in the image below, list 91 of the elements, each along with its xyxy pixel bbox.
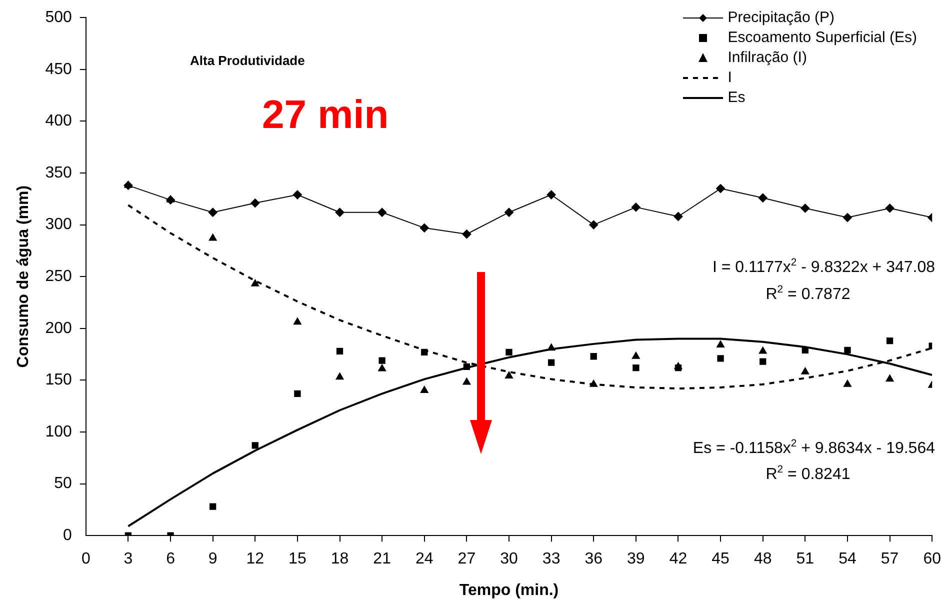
point: [590, 380, 598, 387]
point: [293, 318, 302, 325]
point: [251, 279, 260, 286]
point: [674, 212, 683, 222]
x-tick-label: 24: [415, 550, 434, 568]
point: [800, 204, 810, 213]
point: [546, 190, 556, 200]
point: [760, 358, 766, 365]
point: [420, 386, 428, 394]
point: [292, 190, 302, 200]
x-tick-label: 57: [880, 550, 899, 568]
y-tick-label: 500: [45, 9, 72, 26]
legend-label: I: [728, 68, 732, 88]
point: [505, 372, 513, 379]
x-tick-label: 33: [542, 550, 560, 568]
y-axis-title: Consumo de água (mm): [15, 185, 32, 368]
x-tick-label: 15: [288, 550, 306, 568]
point: [252, 442, 258, 449]
x-tick-label: 9: [208, 550, 218, 568]
point: [632, 364, 640, 372]
point: [802, 346, 808, 354]
x-tick-label: 39: [627, 550, 645, 568]
point: [506, 348, 512, 356]
y-tick-label: 100: [45, 423, 72, 440]
point: [844, 346, 851, 354]
point: [885, 204, 894, 213]
point: [717, 355, 724, 362]
x-tick-label: 54: [838, 550, 856, 568]
point: [631, 202, 640, 212]
x-axis-title: Tempo (min.): [459, 582, 559, 599]
point: [210, 503, 216, 510]
point: [335, 208, 344, 217]
y-tick-label: 50: [54, 475, 72, 492]
y-tick-label: 0: [62, 527, 72, 544]
x-tick-label: 27: [458, 550, 476, 568]
x-tick-label: 45: [712, 550, 730, 568]
point: [548, 359, 555, 366]
y-tick-label: 350: [45, 164, 72, 182]
point: [378, 364, 386, 372]
legend-label: Escoamento Superficial (Es): [728, 28, 917, 48]
x-tick-label: 42: [669, 550, 688, 568]
x-tick-label: 60: [923, 550, 942, 568]
point: [294, 390, 301, 397]
point: [250, 198, 260, 208]
legend-label: Infilração (I): [728, 48, 807, 68]
x-tick-label: 51: [796, 550, 814, 568]
y-tick-label: 300: [45, 216, 72, 234]
point: [208, 234, 217, 241]
x-tick-label: 6: [166, 550, 176, 568]
point: [842, 213, 852, 222]
point: [378, 357, 386, 364]
point: [336, 372, 344, 380]
y-tick-label: 400: [45, 112, 72, 130]
point: [716, 184, 726, 194]
point: [674, 364, 682, 372]
point: [801, 367, 810, 374]
point: [758, 346, 767, 354]
point: [462, 230, 472, 239]
x-tick-label: 36: [584, 550, 603, 568]
x-tick-label: 18: [330, 550, 349, 568]
x-tick-label: 21: [373, 550, 392, 568]
point: [758, 193, 768, 202]
point: [378, 208, 387, 217]
x-tick-label: 0: [81, 550, 90, 568]
point: [504, 208, 514, 217]
y-tick-label: 250: [45, 268, 72, 286]
point: [463, 363, 470, 370]
point: [589, 220, 598, 230]
point: [716, 340, 725, 348]
annotation: 27 min: [262, 93, 389, 137]
x-tick-label: 3: [124, 550, 133, 568]
point: [886, 338, 894, 344]
point: [886, 374, 894, 382]
point: [632, 352, 640, 359]
x-tick-label: 30: [500, 550, 518, 568]
legend-label: Precipitação (P): [728, 8, 834, 28]
annotation: Alta Produtividade: [190, 53, 305, 68]
point: [547, 344, 556, 351]
x-tick-label: 12: [246, 550, 264, 568]
point: [208, 208, 218, 217]
x-tick-label: 48: [754, 550, 772, 568]
y-tick-label: 450: [45, 60, 72, 78]
y-tick-label: 150: [45, 372, 72, 389]
point: [336, 348, 344, 355]
point: [844, 380, 852, 387]
point: [420, 223, 429, 232]
point: [462, 378, 471, 385]
legend-label: Es: [728, 88, 746, 108]
point: [421, 348, 428, 356]
point: [590, 353, 597, 360]
y-tick-label: 200: [45, 320, 72, 337]
